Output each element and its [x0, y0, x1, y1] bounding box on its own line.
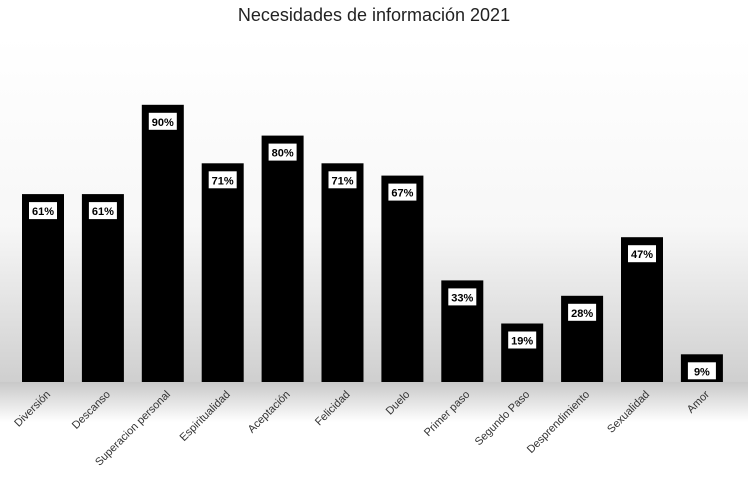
- data-label-box-11: [687, 362, 716, 380]
- data-label-7: 33%: [451, 292, 473, 304]
- bar-1: [81, 194, 124, 382]
- data-label-2: 90%: [152, 117, 174, 129]
- data-label-box-7: [448, 288, 477, 306]
- data-label-box-4: [268, 143, 297, 161]
- data-label-8: 19%: [511, 336, 533, 348]
- data-label-box-9: [568, 303, 597, 321]
- data-label-box-0: [29, 202, 57, 220]
- data-label-box-1: [88, 202, 117, 220]
- data-label-box-3: [208, 171, 237, 189]
- data-label-box-2: [148, 112, 177, 130]
- data-label-1: 61%: [92, 206, 114, 218]
- data-label-10: 47%: [631, 249, 653, 261]
- data-label-9: 28%: [571, 308, 593, 320]
- bar-6: [381, 175, 424, 382]
- data-label-3: 71%: [212, 175, 234, 187]
- data-label-5: 71%: [331, 175, 353, 187]
- data-label-box-5: [328, 171, 357, 189]
- chart-title: Necesidades de información 2021: [238, 5, 510, 25]
- bar-3: [201, 163, 244, 382]
- data-label-box-10: [628, 245, 656, 263]
- data-label-box-8: [508, 331, 537, 349]
- data-label-0: 61%: [32, 206, 54, 218]
- data-label-6: 67%: [391, 188, 413, 200]
- bar-4: [261, 135, 304, 382]
- plot-floor: [0, 382, 748, 422]
- bars-group: [22, 104, 723, 383]
- data-label-11: 9%: [694, 366, 710, 378]
- data-label-4: 80%: [272, 148, 294, 160]
- bar-0: [22, 194, 64, 382]
- bar-5: [321, 163, 364, 382]
- bar-2: [141, 104, 184, 383]
- data-label-box-6: [388, 183, 417, 201]
- data-labels-group: 61% 61% 90% 71% 80% 71% 67% 33% 19% 28% 47% 9%: [29, 112, 716, 380]
